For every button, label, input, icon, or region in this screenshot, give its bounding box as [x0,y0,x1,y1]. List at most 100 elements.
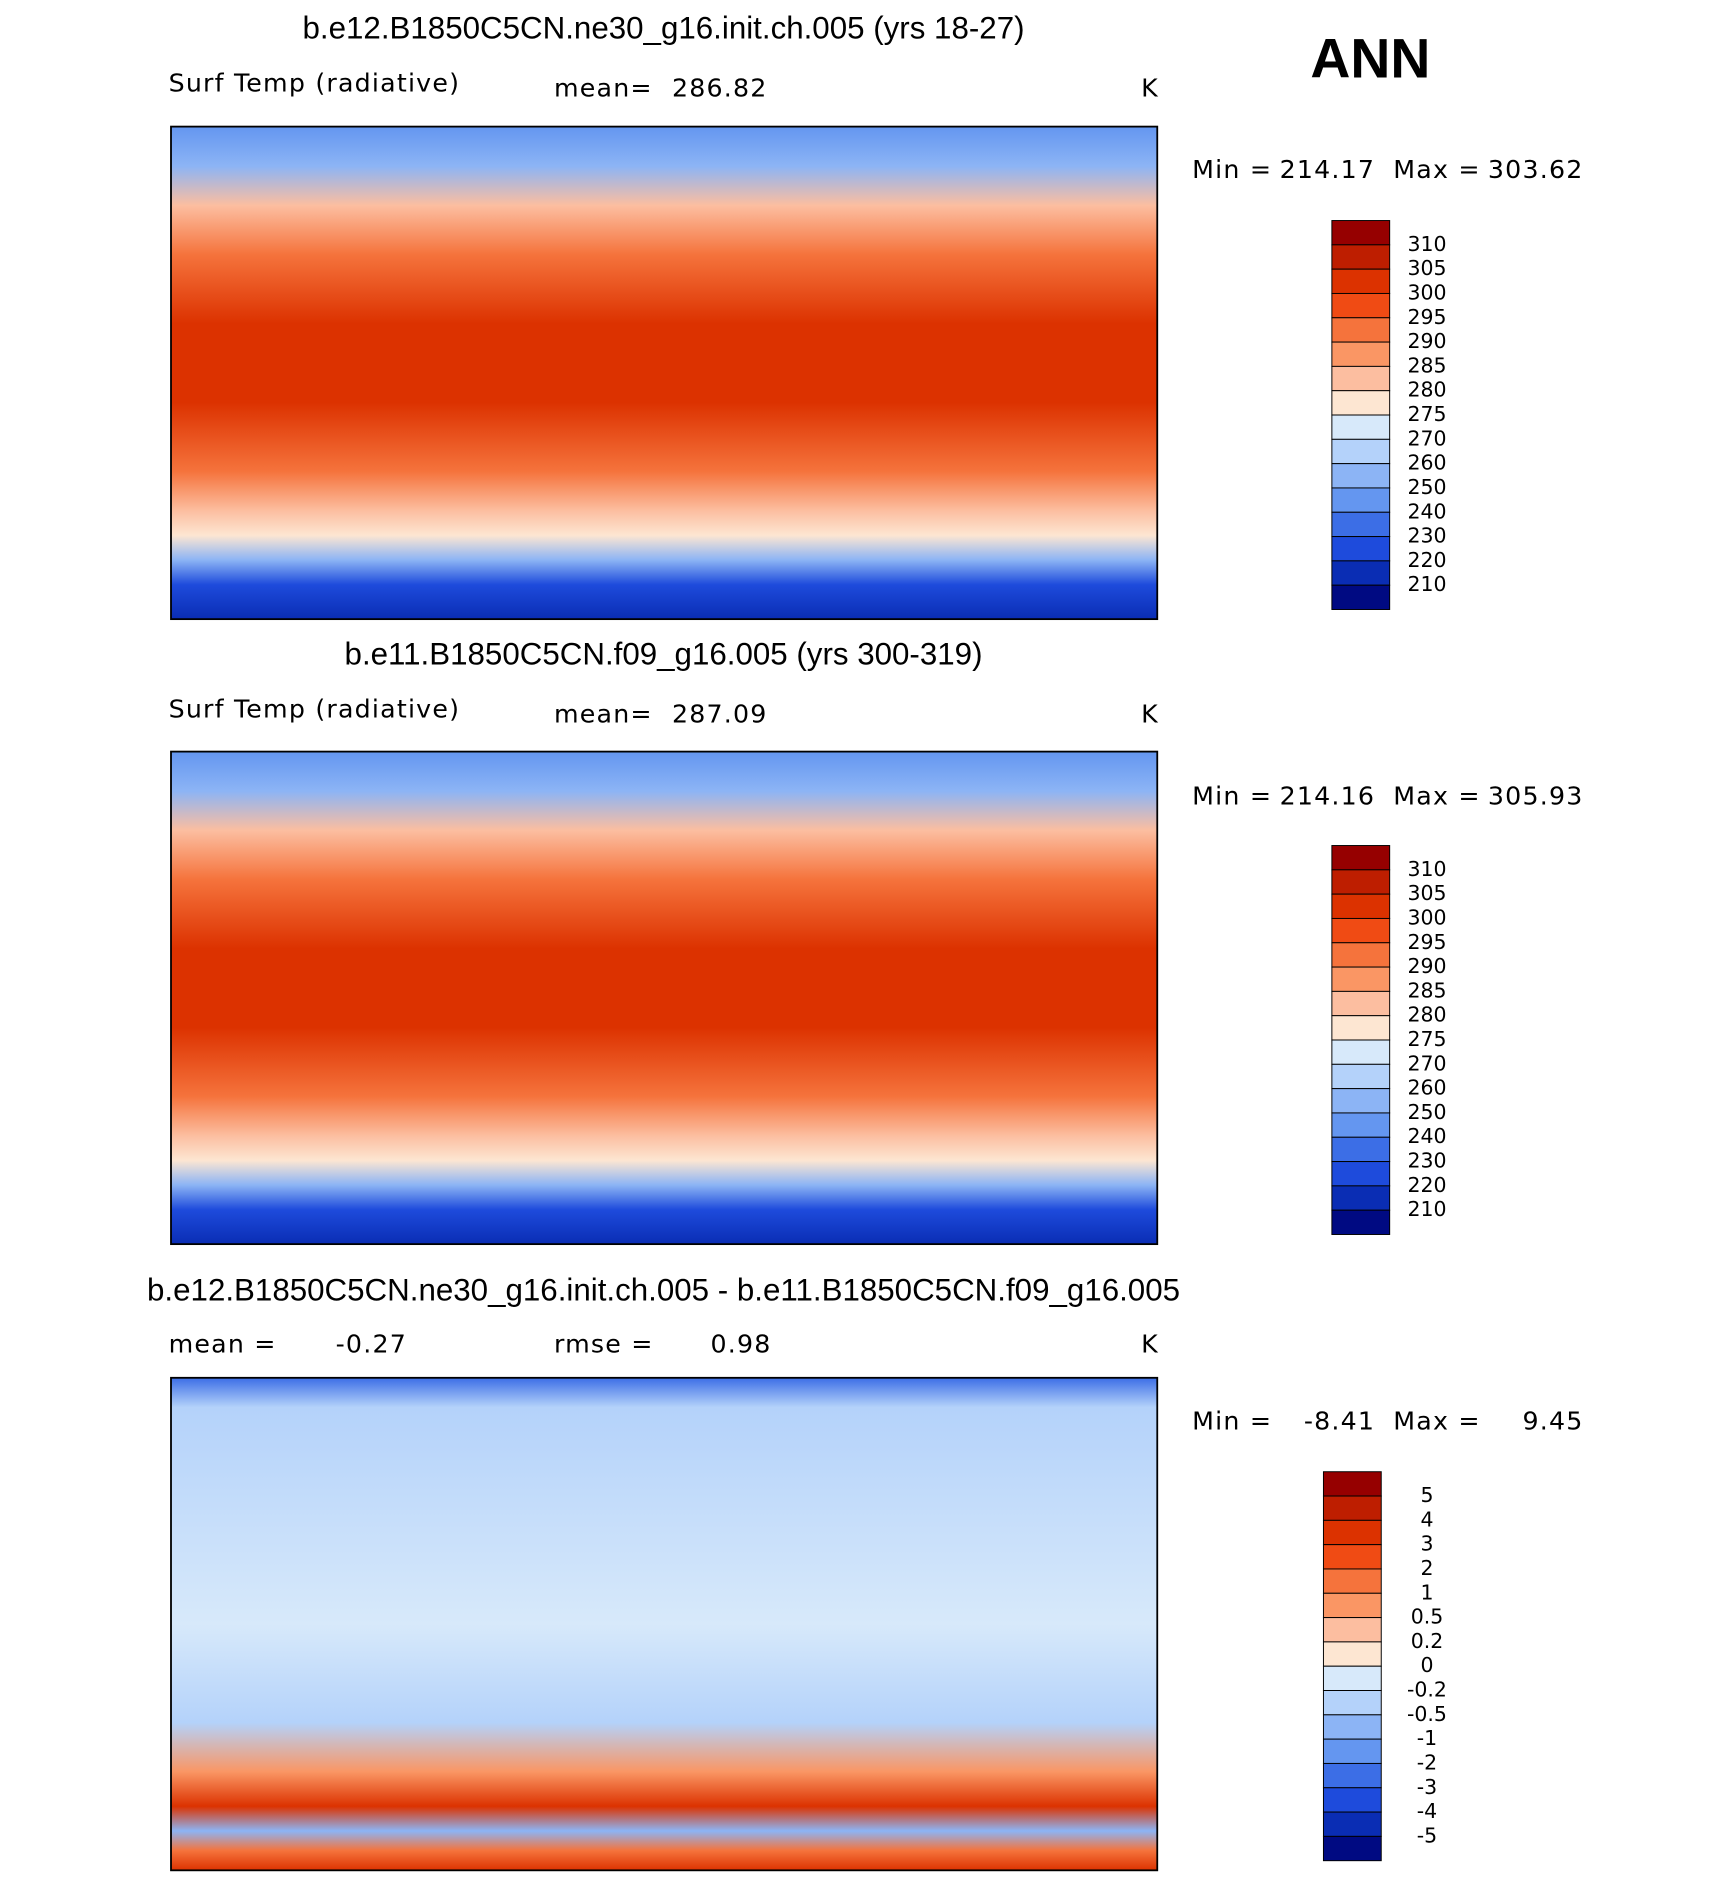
stat-label: mean= [554,73,653,102]
colorbar-box [1331,1063,1391,1090]
min-label: Min = [1192,1406,1272,1435]
colorbar-box [1331,438,1391,465]
stat-value: 287.09 [672,699,768,728]
colorbar-label: 230 [1407,1149,1446,1173]
colorbar-box [1322,1568,1382,1594]
colorbar-box [1331,869,1391,895]
colorbar-box [1322,1592,1382,1619]
colorbar-label: -3 [1417,1775,1437,1799]
stat-label: mean= [554,699,653,728]
colorbar-box [1331,390,1391,416]
colorbar-label: 290 [1407,954,1446,978]
colorbar-label: 305 [1407,881,1446,905]
colorbar-box [1331,1209,1391,1235]
colorbar-label: 2 [1420,1556,1433,1580]
colorbar-label: 270 [1407,1051,1446,1075]
max-value: 9.45 [1522,1406,1583,1435]
colorbar-label: 210 [1407,572,1446,596]
max-value: 303.62 [1488,155,1584,184]
colorbar-label: 275 [1407,1027,1446,1051]
colorbar-label: 4 [1420,1507,1433,1531]
colorbar-label: -1 [1417,1726,1437,1750]
colorbar-box [1331,341,1391,367]
colorbar-label: 5 [1420,1483,1433,1507]
variable-name: Surf Temp (radiative) [169,68,461,97]
panel-title: b.e11.B1850C5CN.f09_g16.005 (yrs 300-319… [345,637,983,672]
colorbar-box [1331,317,1391,343]
colorbar-box [1331,1112,1391,1138]
colorbar-box [1331,268,1391,294]
colorbar-box [1322,1835,1382,1862]
colorbar-box [1331,292,1391,319]
units: K [1141,1329,1159,1358]
colorbar-label: 0.5 [1411,1605,1444,1629]
colorbar-box [1331,1136,1391,1163]
colorbar-label: -4 [1417,1799,1437,1823]
colorbar-label: 300 [1407,905,1446,929]
map [170,750,1159,1246]
units: K [1141,699,1159,728]
colorbar-box [1331,966,1391,992]
colorbar-label: -0.5 [1407,1702,1447,1726]
colorbar-box [1322,1787,1382,1813]
season-label: ANN [1310,27,1430,89]
colorbar-box [1331,1161,1391,1187]
colorbar-box [1331,463,1391,489]
colorbar-label: 280 [1407,378,1446,402]
colorbar-label: 220 [1407,1173,1446,1197]
colorbar-box [1331,942,1391,968]
units: K [1141,73,1159,102]
colorbar-box [1331,1088,1391,1114]
min-value: -8.41 [1304,1406,1375,1435]
colorbar-box [1322,1519,1382,1546]
colorbar-box [1331,365,1391,392]
map [170,1376,1159,1872]
colorbar-label: 240 [1407,1124,1446,1148]
colorbar-label: -5 [1417,1823,1437,1847]
colorbar-label: 310 [1407,232,1446,256]
colorbar-box [1331,584,1391,610]
colorbar-box [1331,1015,1391,1041]
colorbar-box [1322,1762,1382,1789]
map [170,125,1159,621]
max-label: Max = [1393,155,1480,184]
colorbar-box [1331,220,1391,246]
colorbar-box [1322,1641,1382,1667]
colorbar-label: 260 [1407,451,1446,475]
colorbar-label: 300 [1407,280,1446,304]
colorbar-label: 305 [1407,256,1446,280]
colorbar-label: 210 [1407,1197,1446,1221]
colorbar-label: 285 [1407,353,1446,377]
colorbar-box [1331,414,1391,440]
max-value: 305.93 [1488,781,1584,810]
colorbar-box [1322,1811,1382,1837]
colorbar-box [1322,1738,1382,1764]
colorbar-label: 280 [1407,1003,1446,1027]
min-value: 214.17 [1280,155,1376,184]
colorbar-box [1322,1617,1382,1643]
colorbar-box [1322,1471,1382,1497]
colorbar-label: 285 [1407,978,1446,1002]
stat-label: rmse = [554,1329,654,1358]
stat-value: 0.98 [710,1329,771,1358]
colorbar-label: 240 [1407,499,1446,523]
colorbar-box [1331,244,1391,270]
colorbar-box [1331,845,1391,871]
colorbar-label: 250 [1407,475,1446,499]
variable-name: Surf Temp (radiative) [169,695,461,724]
colorbar-box [1331,536,1391,562]
colorbar-box [1322,1544,1382,1570]
colorbar-box [1331,1039,1391,1065]
colorbar-box [1322,1690,1382,1716]
colorbar-label: 250 [1407,1100,1446,1124]
colorbar-label: 275 [1407,402,1446,426]
panel-title: b.e12.B1850C5CN.ne30_g16.init.ch.005 - b… [147,1273,1180,1308]
colorbar-label: 230 [1407,524,1446,548]
colorbar-label: -0.2 [1407,1678,1447,1702]
colorbar-label: 1 [1420,1580,1433,1604]
colorbar-label: -2 [1417,1750,1437,1774]
min-label: Min = [1192,781,1272,810]
colorbar-box [1322,1714,1382,1740]
